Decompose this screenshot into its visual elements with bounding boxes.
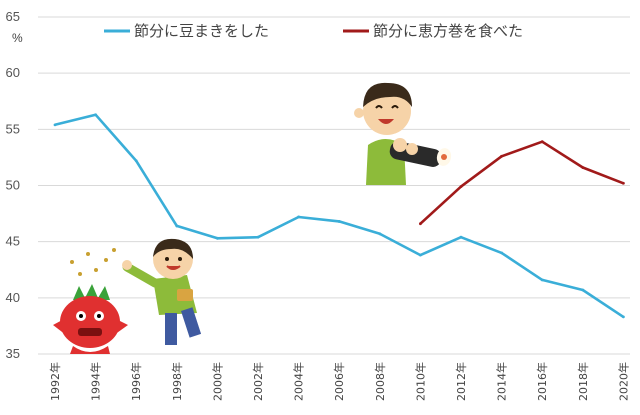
y-tick-label: 60 xyxy=(6,65,20,80)
data-point xyxy=(459,185,463,189)
data-point xyxy=(53,123,57,127)
data-point xyxy=(540,140,544,144)
series-lines xyxy=(53,113,625,319)
data-point xyxy=(581,166,585,169)
y-tick-label: 35 xyxy=(6,346,20,361)
gridlines xyxy=(38,16,630,355)
data-point xyxy=(500,251,503,255)
data-point xyxy=(378,232,382,236)
x-tick-label: 1998年 xyxy=(170,362,184,401)
red-oni-icon xyxy=(53,248,128,354)
x-tick-label: 2004年 xyxy=(292,362,306,401)
data-point xyxy=(419,222,422,226)
x-axis-ticks: 1992年 1994年 1996年 1998年 2000年 2002年 2004年 2006年… xyxy=(48,362,630,401)
data-point xyxy=(256,235,260,239)
data-point xyxy=(622,315,625,319)
x-tick-label: 2018年 xyxy=(576,362,590,401)
x-tick-label: 2006年 xyxy=(332,362,346,401)
x-tick-label: 1992年 xyxy=(48,362,62,401)
data-point xyxy=(297,215,300,219)
series-line-1 xyxy=(419,140,624,225)
x-tick-label: 2014年 xyxy=(495,362,509,401)
y-tick-label: 65 xyxy=(6,9,20,24)
boy-eating-ehomaki-icon xyxy=(354,82,452,185)
x-tick-label: 2016年 xyxy=(535,362,549,401)
legend-label-ehomaki: 節分に恵方巻を食べた xyxy=(373,22,523,40)
x-tick-label: 2020年 xyxy=(616,362,630,401)
data-point xyxy=(540,278,544,282)
x-tick-label: 1994年 xyxy=(89,362,103,401)
data-point xyxy=(459,235,463,239)
x-tick-label: 2002年 xyxy=(251,362,265,401)
x-tick-label: 2010年 xyxy=(413,362,427,401)
y-tick-label: 40 xyxy=(6,290,20,305)
data-point xyxy=(337,220,341,223)
data-point xyxy=(175,224,179,228)
x-tick-label: 1996年 xyxy=(129,362,143,401)
series-line-0 xyxy=(54,113,625,318)
y-axis-unit: % xyxy=(12,31,23,45)
boy-throwing-beans-icon xyxy=(122,238,202,345)
data-point xyxy=(94,113,97,117)
y-tick-label: 45 xyxy=(6,234,20,249)
legend: 節分に豆まきをした 節分に恵方巻を食べた xyxy=(104,22,523,40)
y-tick-label: 50 xyxy=(6,178,20,193)
x-tick-label: 2012年 xyxy=(454,362,468,401)
data-point xyxy=(622,181,625,185)
x-tick-label: 2000年 xyxy=(210,362,224,401)
data-point xyxy=(216,236,219,240)
x-tick-label: 2008年 xyxy=(373,362,387,401)
legend-label-mamemaki: 節分に豆まきをした xyxy=(134,22,269,40)
data-point xyxy=(419,253,422,257)
data-point xyxy=(134,159,138,163)
data-point xyxy=(500,154,503,158)
data-point xyxy=(581,288,585,292)
y-axis-ticks: 35 40 45 50 55 60 65 xyxy=(6,9,20,361)
y-tick-label: 55 xyxy=(6,121,20,136)
